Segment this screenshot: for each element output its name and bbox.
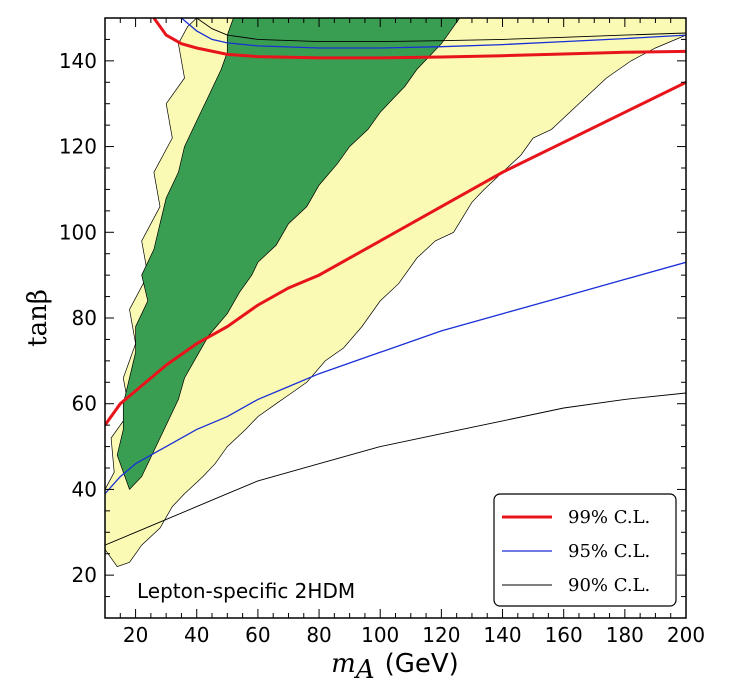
model-annotation: Lepton-specific 2HDM bbox=[137, 579, 355, 603]
curve-5 bbox=[196, 18, 686, 43]
legend-label-99: 99% C.L. bbox=[568, 507, 650, 528]
curve-0 bbox=[105, 80, 686, 426]
y-tick-labels: 20 40 60 80 100 120 140 bbox=[59, 49, 97, 587]
y-tick-label: 80 bbox=[72, 306, 97, 330]
legend-label-90: 90% C.L. bbox=[568, 575, 650, 596]
plot-frame bbox=[104, 17, 687, 619]
x-tick-label: 20 bbox=[123, 623, 148, 647]
y-axis-title: tanβ bbox=[23, 289, 53, 347]
curve-1 bbox=[152, 18, 686, 60]
legend-box bbox=[493, 493, 677, 607]
legend-label-95: 95% C.L. bbox=[568, 541, 650, 562]
x-axis-subscript: A bbox=[354, 655, 375, 685]
legend: 99% C.L. 95% C.L. 90% C.L. bbox=[493, 493, 677, 607]
x-tick-label: 60 bbox=[245, 623, 270, 647]
y-tick-label: 100 bbox=[59, 220, 97, 244]
x-tick-labels: 20 40 60 80 100 120 140 160 180 200 bbox=[123, 623, 705, 647]
y-tick-label: 60 bbox=[72, 392, 97, 416]
x-tick-label: 200 bbox=[667, 623, 705, 647]
x-tick-label: 160 bbox=[545, 623, 583, 647]
curve-2 bbox=[105, 261, 686, 495]
x-tick-label: 100 bbox=[361, 623, 399, 647]
confidence-curves bbox=[105, 18, 686, 546]
curve-3 bbox=[180, 18, 686, 49]
x-axis-symbol: m bbox=[331, 649, 356, 679]
x-axis-unit: (GeV) bbox=[385, 649, 459, 679]
x-axis-title: mA (GeV) bbox=[331, 649, 459, 685]
x-tick-label: 180 bbox=[606, 623, 644, 647]
y-tick-label: 120 bbox=[59, 135, 97, 159]
x-tick-label: 80 bbox=[306, 623, 331, 647]
x-tick-label: 40 bbox=[184, 623, 209, 647]
y-tick-label: 140 bbox=[59, 49, 97, 73]
x-tick-label: 140 bbox=[483, 623, 521, 647]
y-tick-label: 20 bbox=[72, 563, 97, 587]
x-tick-label: 120 bbox=[422, 623, 460, 647]
y-tick-label: 40 bbox=[72, 477, 97, 501]
curve-4 bbox=[105, 392, 686, 546]
